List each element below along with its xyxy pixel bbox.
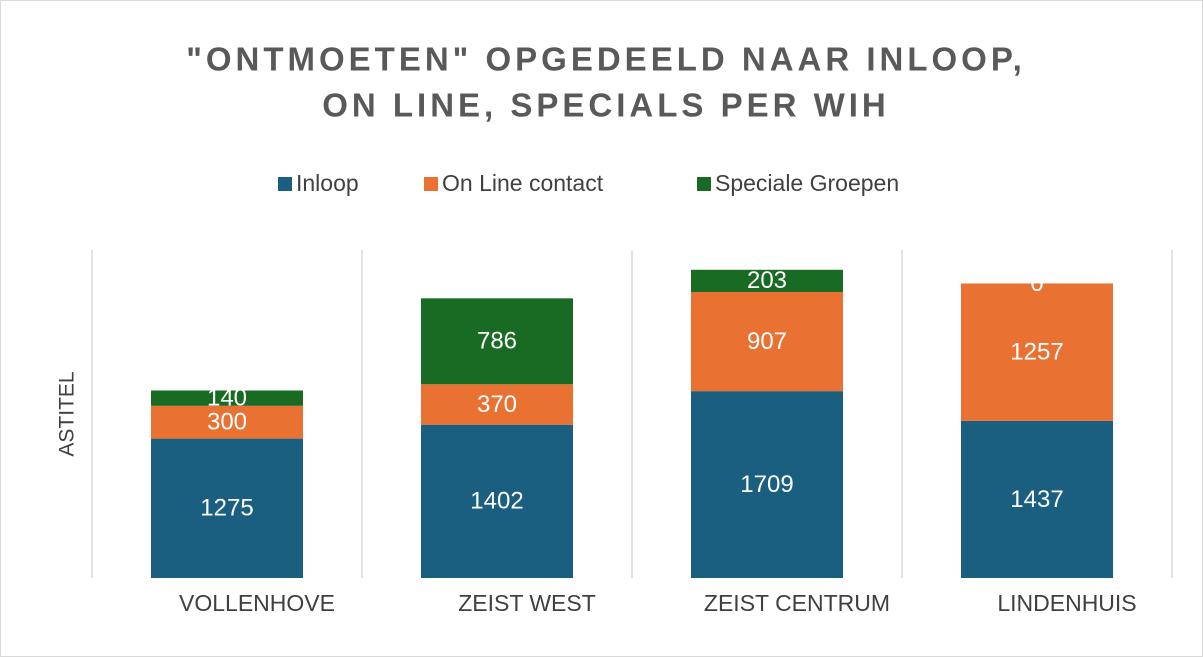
bar-segment [151, 405, 303, 439]
bar-segment [691, 291, 843, 392]
bar-segment [691, 269, 843, 292]
data-label: 370 [477, 391, 517, 418]
data-label: 1709 [740, 471, 793, 498]
bar-segment [691, 391, 843, 578]
data-label: 907 [747, 328, 787, 355]
data-label: 1275 [200, 495, 253, 522]
x-tick-label: VOLLENHOVE [179, 590, 335, 616]
legend-label: Speciale Groepen [715, 170, 899, 196]
y-axis-label: ASTITEL [56, 371, 79, 456]
bar-segment [421, 298, 573, 385]
chart-title: "ONTMOETEN" OPGEDEELD NAAR INLOOP, [186, 41, 1026, 78]
separators [91, 250, 1173, 578]
bar-segment [151, 438, 303, 578]
legend-label: On Line contact [442, 170, 604, 196]
legend-swatch [278, 177, 292, 191]
chart-title: ON LINE, SPECIALS PER WIH [322, 87, 890, 124]
legend-swatch [424, 177, 438, 191]
data-label: 140 [207, 384, 247, 411]
bar-segment [961, 420, 1113, 578]
data-label: 1257 [1010, 339, 1063, 366]
bar-segment [421, 424, 573, 578]
legend-label: Inloop [296, 170, 359, 196]
x-tick-label: LINDENHUIS [997, 590, 1136, 616]
bar-segment [151, 390, 303, 406]
data-label: 0 [1030, 270, 1043, 297]
x-tick-label: ZEIST WEST [458, 590, 596, 616]
data-label: 203 [747, 267, 787, 294]
data-label: 1437 [1010, 486, 1063, 513]
bar-segment [961, 283, 1113, 421]
legend-swatch [697, 177, 711, 191]
data-label: 300 [207, 409, 247, 436]
data-label: 1402 [470, 488, 523, 515]
bar-segment [421, 384, 573, 425]
data-label: 786 [477, 328, 517, 355]
x-tick-label: ZEIST CENTRUM [704, 590, 890, 616]
